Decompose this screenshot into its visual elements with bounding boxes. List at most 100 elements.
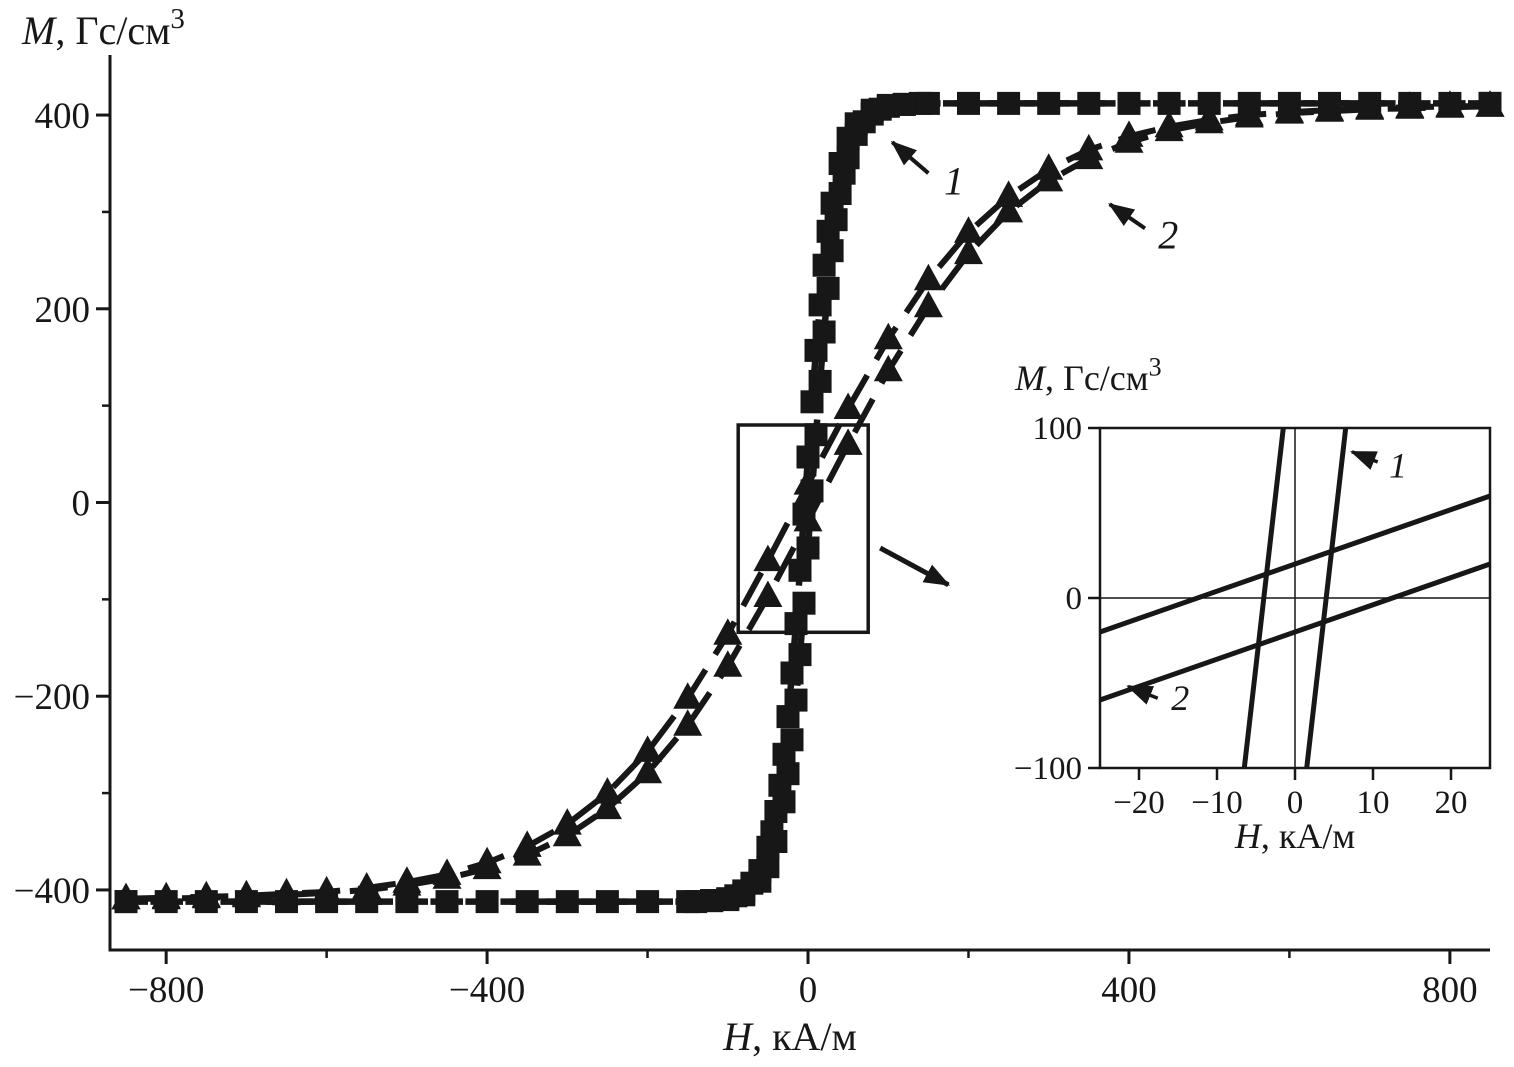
square-marker: [957, 91, 980, 115]
triangle-marker: [753, 580, 783, 607]
triangle-marker: [913, 290, 943, 318]
curve-1-descending-line: [126, 100, 1490, 905]
triangle-marker: [1194, 103, 1224, 131]
triangle-marker: [392, 866, 422, 893]
triangle-marker: [312, 875, 342, 903]
annotation-1: 1: [890, 140, 964, 204]
square-marker: [636, 890, 660, 914]
triangle-marker: [713, 650, 743, 677]
triangle-marker: [873, 354, 903, 382]
triangle-marker: [191, 880, 221, 908]
inset-x-tick-label: −20: [1113, 785, 1165, 821]
x-tick-label: −800: [128, 970, 204, 1011]
inset-line-series-1-1: [1304, 427, 1349, 769]
square-marker: [816, 219, 840, 243]
triangle-marker: [1154, 110, 1184, 138]
square-marker: [772, 742, 796, 766]
triangle-marker: [272, 877, 301, 905]
triangle-marker: [1475, 90, 1505, 117]
annotation-arrow: [1126, 684, 1159, 705]
square-marker: [684, 890, 708, 914]
y-tick-label: 200: [35, 290, 91, 331]
inset-x-tick-label: −10: [1191, 785, 1243, 821]
y-tick-label: 0: [72, 484, 91, 525]
square-marker: [776, 705, 800, 729]
triangle-marker: [1074, 133, 1104, 161]
triangle-marker: [873, 322, 903, 350]
main-y-axis-label: M, Гс/см3: [21, 3, 185, 53]
triangle-marker: [1315, 94, 1344, 121]
annotation-arrow: [1108, 202, 1147, 231]
triangle-marker: [552, 808, 582, 835]
annotation-2: 2: [1126, 678, 1189, 718]
square-marker: [836, 126, 860, 150]
triangle-marker: [954, 216, 983, 243]
inset-y-axis-label: M, Гс/см3: [1014, 353, 1162, 398]
square-marker: [1077, 91, 1101, 115]
triangle-marker: [1114, 120, 1144, 147]
y-tick-label: −200: [14, 677, 90, 718]
square-marker: [768, 773, 792, 797]
triangle-marker: [913, 263, 943, 291]
square-marker: [808, 293, 832, 317]
triangle-marker: [633, 756, 663, 784]
square-marker: [916, 91, 940, 115]
triangle-marker: [994, 195, 1024, 223]
main-x-axis-label: H, кА/м: [722, 1014, 857, 1059]
annotation-1: 1: [1350, 445, 1407, 485]
square-marker: [475, 890, 499, 914]
triangle-marker: [512, 830, 542, 857]
x-tick-label: 800: [1422, 970, 1478, 1011]
triangle-marker: [432, 858, 462, 885]
triangle-marker: [1355, 92, 1385, 119]
square-marker: [800, 390, 824, 414]
main-axes-spines: [108, 55, 1490, 952]
y-tick-label: 400: [35, 96, 91, 137]
square-marker: [555, 890, 579, 914]
triangle-marker: [633, 735, 663, 762]
inset-line-series-1-0: [1241, 427, 1286, 769]
square-marker: [780, 661, 804, 685]
triangle-marker: [793, 468, 823, 495]
square-marker: [1157, 91, 1181, 115]
square-marker: [804, 338, 828, 362]
triangle-marker: [592, 792, 622, 820]
triangle-marker: [151, 881, 181, 909]
inset-line-series-2-2: [1099, 561, 1491, 703]
triangle-marker: [1034, 153, 1064, 180]
square-marker: [828, 152, 852, 175]
curve-2: [111, 90, 1505, 910]
square-marker: [796, 445, 820, 469]
triangle-marker: [231, 879, 261, 907]
square-marker: [395, 890, 419, 914]
square-marker: [820, 191, 844, 215]
inset-x-tick-label: 0: [1287, 785, 1304, 821]
y-tick-label: −400: [14, 871, 90, 912]
annotation-label: 2: [1158, 213, 1178, 258]
square-marker: [764, 800, 788, 823]
triangle-marker: [673, 709, 703, 736]
triangle-marker: [793, 504, 823, 532]
inset-x-tick-label: 20: [1435, 785, 1468, 821]
inset-x-axis-label: H, кА/м: [1234, 816, 1355, 856]
x-tick-label: 400: [1101, 970, 1157, 1011]
triangle-marker: [1435, 90, 1465, 117]
triangle-marker: [833, 428, 863, 455]
triangle-marker: [1234, 99, 1264, 126]
square-marker: [515, 890, 539, 914]
triangle-marker: [472, 846, 502, 874]
triangle-marker: [1274, 96, 1304, 123]
x-tick-label: −400: [449, 970, 525, 1011]
x-tick-label: 0: [799, 970, 818, 1011]
inset-y-tick-label: 0: [1066, 581, 1083, 617]
square-marker: [756, 835, 780, 859]
annotation-arrow: [890, 140, 930, 175]
triangle-marker: [833, 392, 863, 419]
annotation-arrow: [1350, 450, 1379, 470]
triangle-marker: [111, 882, 141, 910]
annotation-label: 1: [1389, 445, 1407, 485]
inset-x-tick-label: 10: [1357, 785, 1390, 821]
